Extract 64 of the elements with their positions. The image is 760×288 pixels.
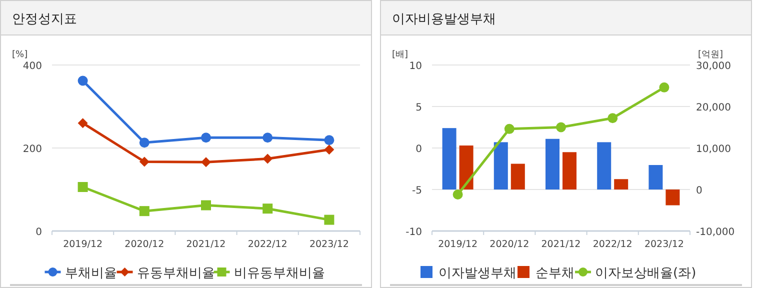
x-tick-label: 2023/12 bbox=[644, 239, 684, 250]
bar bbox=[442, 128, 456, 190]
x-tick-label: 2022/12 bbox=[248, 239, 288, 250]
legend-label: 이자발생부채 bbox=[438, 266, 516, 281]
bar bbox=[562, 152, 576, 190]
x-tick-label: 2020/12 bbox=[124, 239, 164, 250]
legend-label: 부채비율 bbox=[64, 266, 117, 281]
x-tick-label: 2021/12 bbox=[186, 239, 226, 250]
x-tick-label: 2022/12 bbox=[592, 239, 632, 250]
point bbox=[78, 118, 88, 128]
point bbox=[139, 138, 150, 148]
y-axis-title: [%] bbox=[12, 50, 28, 60]
point bbox=[324, 135, 334, 146]
point bbox=[201, 157, 211, 168]
x-tick-label: 2019/12 bbox=[438, 239, 478, 250]
y2-tick-label: -10,000 bbox=[696, 227, 735, 238]
point bbox=[78, 76, 88, 86]
y-tick-label: 10 bbox=[409, 61, 422, 72]
bar bbox=[459, 146, 474, 190]
point bbox=[556, 122, 566, 132]
y-tick-label: 200 bbox=[22, 144, 42, 155]
y-axis-title: [배] bbox=[392, 50, 408, 60]
y-tick-label: -10 bbox=[406, 227, 422, 238]
y-tick-label: 5 bbox=[416, 102, 422, 114]
point bbox=[504, 124, 514, 134]
point bbox=[262, 154, 273, 164]
bar bbox=[614, 179, 628, 190]
bar bbox=[510, 164, 525, 190]
y-tick-label: 400 bbox=[22, 61, 42, 72]
point bbox=[659, 82, 670, 92]
point bbox=[139, 156, 150, 167]
legend-label: 비유동부채비율 bbox=[234, 266, 325, 281]
bar bbox=[648, 165, 663, 190]
x-tick-label: 2020/12 bbox=[490, 239, 530, 250]
y2-axis-title: [억원] bbox=[698, 50, 724, 60]
point bbox=[201, 200, 211, 210]
bar bbox=[666, 190, 680, 206]
y2-tick-label: 20,000 bbox=[696, 102, 731, 114]
point bbox=[262, 132, 273, 143]
point bbox=[262, 204, 273, 214]
chart-title: 이자비용발생부채 bbox=[392, 12, 496, 27]
y-tick-label: 0 bbox=[36, 227, 42, 238]
point bbox=[608, 113, 618, 124]
y2-tick-label: 0 bbox=[696, 186, 702, 196]
y2-tick-label: 30,000 bbox=[696, 61, 731, 72]
legend-label: 유동부채비율 bbox=[136, 266, 215, 281]
point bbox=[201, 132, 211, 143]
chart-title: 안정성지표 bbox=[12, 12, 77, 27]
x-tick-label: 2021/12 bbox=[541, 239, 581, 250]
y-tick-label: -5 bbox=[412, 186, 422, 196]
bar bbox=[494, 142, 508, 190]
bar bbox=[546, 138, 560, 190]
point bbox=[139, 206, 150, 216]
point bbox=[324, 144, 334, 155]
x-tick-label: 2019/12 bbox=[63, 239, 103, 250]
point bbox=[324, 214, 334, 225]
x-tick-label: 2023/12 bbox=[309, 239, 349, 250]
legend-label: 이자보상배율(좌) bbox=[595, 266, 696, 281]
point bbox=[452, 189, 463, 200]
y-tick-label: 0 bbox=[416, 144, 422, 155]
legend-label: 순부채 bbox=[536, 266, 574, 281]
point bbox=[78, 182, 88, 192]
y2-tick-label: 10,000 bbox=[696, 144, 731, 155]
bar bbox=[597, 142, 612, 190]
